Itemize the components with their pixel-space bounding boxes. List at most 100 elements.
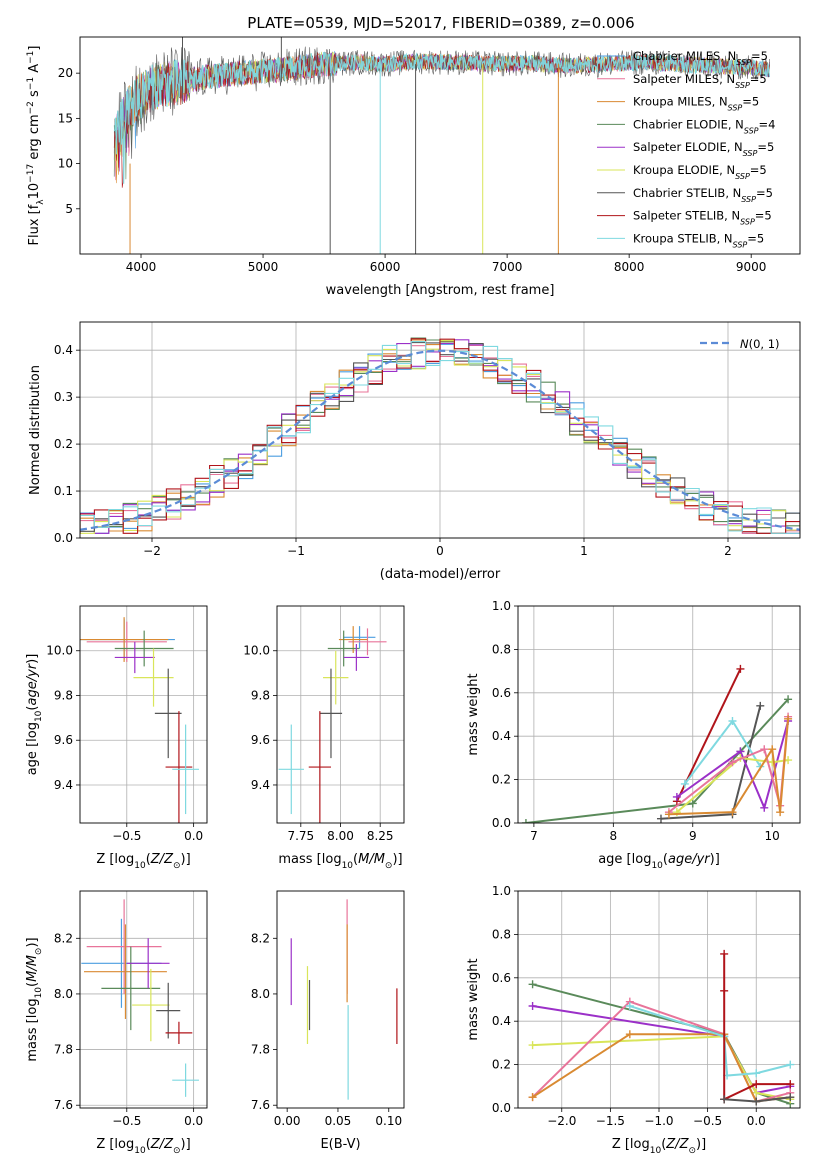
y-tick-label: 5 [65,202,73,216]
panel-weight_vs_Z: −2.0 −1.5 −1.0 −0.5 0.0 0.0 0.2 0.4 0.6 0.8 1.0 Z [… [466,884,801,1156]
x-axis-label: Z [log10(Z/Z⊙)] [96,1137,190,1156]
axes-frame [79,321,801,539]
gaussian-curve [80,349,800,531]
y-axis-label: age [log10(age/yr)] [25,654,44,776]
axes-frame [79,36,801,255]
y-tick-label: 8.2 [251,931,270,945]
legend-label: Chabrier ELODIE, NSSP=4 [633,117,775,135]
weight-marker [625,1030,634,1039]
x-tick-label: 2 [724,544,732,558]
weight-marker [728,808,737,817]
y-tick-label: 9.8 [54,688,73,702]
weight-marker [752,1097,761,1106]
weight-marker [786,1080,795,1089]
weight-marker [784,714,793,723]
weight-line [525,698,789,823]
weight-marker [720,986,729,995]
weight-marker [521,819,530,823]
y-tick-label: 0.4 [492,729,511,743]
histogram-step [80,341,800,534]
y-tick-label: 0.2 [492,773,511,787]
y-tick-label: 20 [58,66,73,80]
legend-label: Salpeter STELIB, NSSP=5 [633,209,772,227]
axes-frame [517,605,801,824]
y-tick-label: 0.0 [54,531,73,545]
weight-marker [760,803,769,812]
y-tick-label: 8.2 [54,931,73,945]
legend-label: Kroupa MILES, NSSP=5 [633,95,759,113]
x-tick-label: −2 [143,544,161,558]
weight-line [668,716,790,813]
y-tick-label: 0.1 [54,484,73,498]
x-tick-label: 6000 [370,260,401,274]
axes-frame [276,890,405,1109]
x-tick-label: 9000 [736,260,767,274]
weight-marker [528,1002,537,1011]
weight-marker [688,799,697,808]
weight-marker [680,779,689,788]
y-tick-label: 1.0 [492,599,511,613]
weight-marker [768,745,777,754]
y-tick-label: 9.6 [54,733,73,747]
plot-area-weight_vs_age [521,664,793,823]
weight-marker [664,810,673,819]
weight-marker [625,1002,634,1011]
x-tick-label: 8.25 [367,829,394,843]
figure-title: PLATE=0539, MJD=52017, FIBERID=0389, z=0… [247,14,634,32]
x-tick-label: −1.0 [644,1114,673,1128]
weight-line [532,1035,791,1101]
x-tick-label: 1 [580,544,588,558]
y-tick-label: 0.8 [492,642,511,656]
x-tick-label: 7000 [492,260,523,274]
panel-spectrum: 4000 5000 6000 7000 8000 9000 5 10 15 20 wavelengt… [26,36,801,298]
weight-marker [752,1069,761,1078]
x-tick-label: 4000 [126,260,157,274]
weight-marker [656,814,665,823]
x-tick-label: 0.0 [184,1114,203,1128]
legend-label: Chabrier STELIB, NSSP=5 [633,186,773,204]
plot-area-spectrum [113,37,771,254]
y-tick-label: 0.2 [54,437,73,451]
x-tick-label: −0.5 [112,1114,141,1128]
x-tick-label: 7.75 [287,829,314,843]
legend-label: N(0, 1) [740,337,780,351]
y-axis-label: Normed distribution [28,365,43,495]
y-axis-label: mass weight [466,958,481,1040]
panel-mass_vs_Z: −0.5 0.0 7.6 7.8 8.0 8.2 Z [log10(Z/Z⊙)] mass [… [25,890,208,1156]
y-tick-label: 10 [58,157,73,171]
x-axis-label: (data-model)/error [380,567,501,582]
x-axis-label: Z [log10(Z/Z⊙)] [612,1137,706,1156]
y-tick-label: 9.8 [251,688,270,702]
y-tick-label: 0.4 [492,1014,511,1028]
spectrum-line [113,51,771,184]
weight-marker [786,1060,795,1069]
y-tick-label: 7.8 [54,1043,73,1057]
y-tick-label: 15 [58,111,73,125]
x-tick-label: −1.5 [596,1114,625,1128]
y-tick-label: 7.8 [251,1043,270,1057]
x-tick-label: 8000 [614,260,645,274]
weight-marker [768,758,777,767]
legend-label: Kroupa ELODIE, NSSP=5 [633,163,767,181]
plot-area-age_vs_Z [80,617,199,823]
legend-label: Chabrier MILES, NSSP=5 [633,49,768,67]
y-axis-label: mass weight [466,673,481,755]
weight-line [723,953,791,1101]
axes-frame [517,890,801,1109]
y-tick-label: 10.0 [46,644,73,658]
x-tick-label: 0.0 [184,829,203,843]
x-tick-label: 8 [610,829,618,843]
weight-marker [784,695,793,704]
plot-area-mass_vs_ebv [290,899,398,1100]
y-tick-label: 0.6 [492,971,511,985]
legend-label: Kroupa STELIB, NSSP=5 [633,231,764,249]
panel-weight_vs_age: 7 8 9 10 0.0 0.2 0.4 0.6 0.8 1.0 age [log10(age/yr… [466,599,801,871]
y-tick-label: 1.0 [492,884,511,898]
panel-age_vs_mass: 7.75 8.00 8.25 9.4 9.6 9.8 10.0 mass [log10(M/M… [243,605,405,871]
legend-label: Salpeter ELODIE, NSSP=5 [633,140,774,158]
x-axis-label: mass [log10(M/M⊙)] [278,852,402,871]
x-tick-label: −0.5 [693,1114,722,1128]
x-tick-label: 10 [765,829,780,843]
y-tick-label: 0.0 [492,1101,511,1115]
x-axis-label: Z [log10(Z/Z⊙)] [96,852,190,871]
